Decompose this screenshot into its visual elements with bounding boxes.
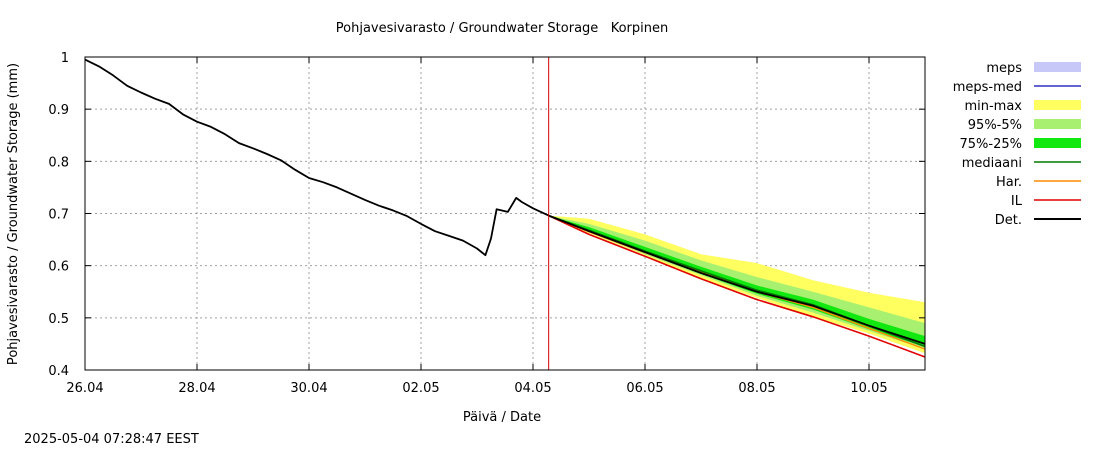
legend-swatch-meps bbox=[1034, 62, 1081, 72]
y-tick-label-2: 0.6 bbox=[48, 260, 69, 275]
y-tick-label-6: 1 bbox=[61, 51, 69, 66]
legend-label-det: Det. bbox=[995, 213, 1022, 228]
legend-label-il: IL bbox=[1011, 194, 1023, 209]
series-line-det-forecast bbox=[548, 214, 926, 345]
y-tick-label-5: 0.9 bbox=[48, 103, 69, 118]
x-tick-label-0: 26.04 bbox=[66, 381, 103, 396]
y-axis-label: Pohjavesivarasto / Groundwater Storage (… bbox=[6, 63, 21, 365]
legend-label-har: Har. bbox=[996, 175, 1022, 190]
legend-swatch-min-max bbox=[1034, 100, 1081, 110]
y-tick-label-0: 0.4 bbox=[48, 364, 69, 379]
series-line-il bbox=[548, 214, 926, 358]
y-tick-label-4: 0.8 bbox=[48, 155, 69, 170]
legend-label-min-max: min-max bbox=[964, 99, 1022, 114]
series-line-det-observed bbox=[84, 58, 550, 257]
x-tick-label-1: 28.04 bbox=[178, 381, 215, 396]
plot-area: 0.4 0.5 0.6 0.7 0.8 0.9 1 26.04 28.04 30.04 02.05 0… bbox=[48, 51, 926, 396]
x-axis-label: Päivä / Date bbox=[463, 410, 541, 425]
legend-label-p95-5: 95%-5% bbox=[968, 118, 1022, 133]
legend-swatch-p95-5 bbox=[1034, 119, 1081, 129]
x-tick-label-5: 06.05 bbox=[626, 381, 663, 396]
x-tick-label-7: 10.05 bbox=[850, 381, 887, 396]
y-tick-label-3: 0.7 bbox=[48, 208, 69, 223]
legend-label-p75-25: 75%-25% bbox=[960, 137, 1022, 152]
legend: meps meps-med min-max 95%-5% 75%-25% mediaani… bbox=[953, 61, 1081, 228]
x-tick-label-2: 30.04 bbox=[290, 381, 327, 396]
chart-title: Pohjavesivarasto / Groundwater Storage K… bbox=[336, 21, 668, 36]
y-tick-label-1: 0.5 bbox=[48, 312, 69, 327]
band-75-25- bbox=[548, 215, 925, 347]
legend-label-meps-med: meps-med bbox=[953, 80, 1022, 95]
legend-label-mediaani: mediaani bbox=[962, 156, 1022, 171]
legend-swatch-p75-25 bbox=[1034, 138, 1081, 148]
timestamp-label: 2025-05-04 07:28:47 EEST bbox=[24, 432, 199, 447]
x-tick-label-6: 08.05 bbox=[738, 381, 775, 396]
x-tick-label-3: 02.05 bbox=[402, 381, 439, 396]
x-tick-label-4: 04.05 bbox=[514, 381, 551, 396]
legend-label-meps: meps bbox=[986, 61, 1022, 76]
